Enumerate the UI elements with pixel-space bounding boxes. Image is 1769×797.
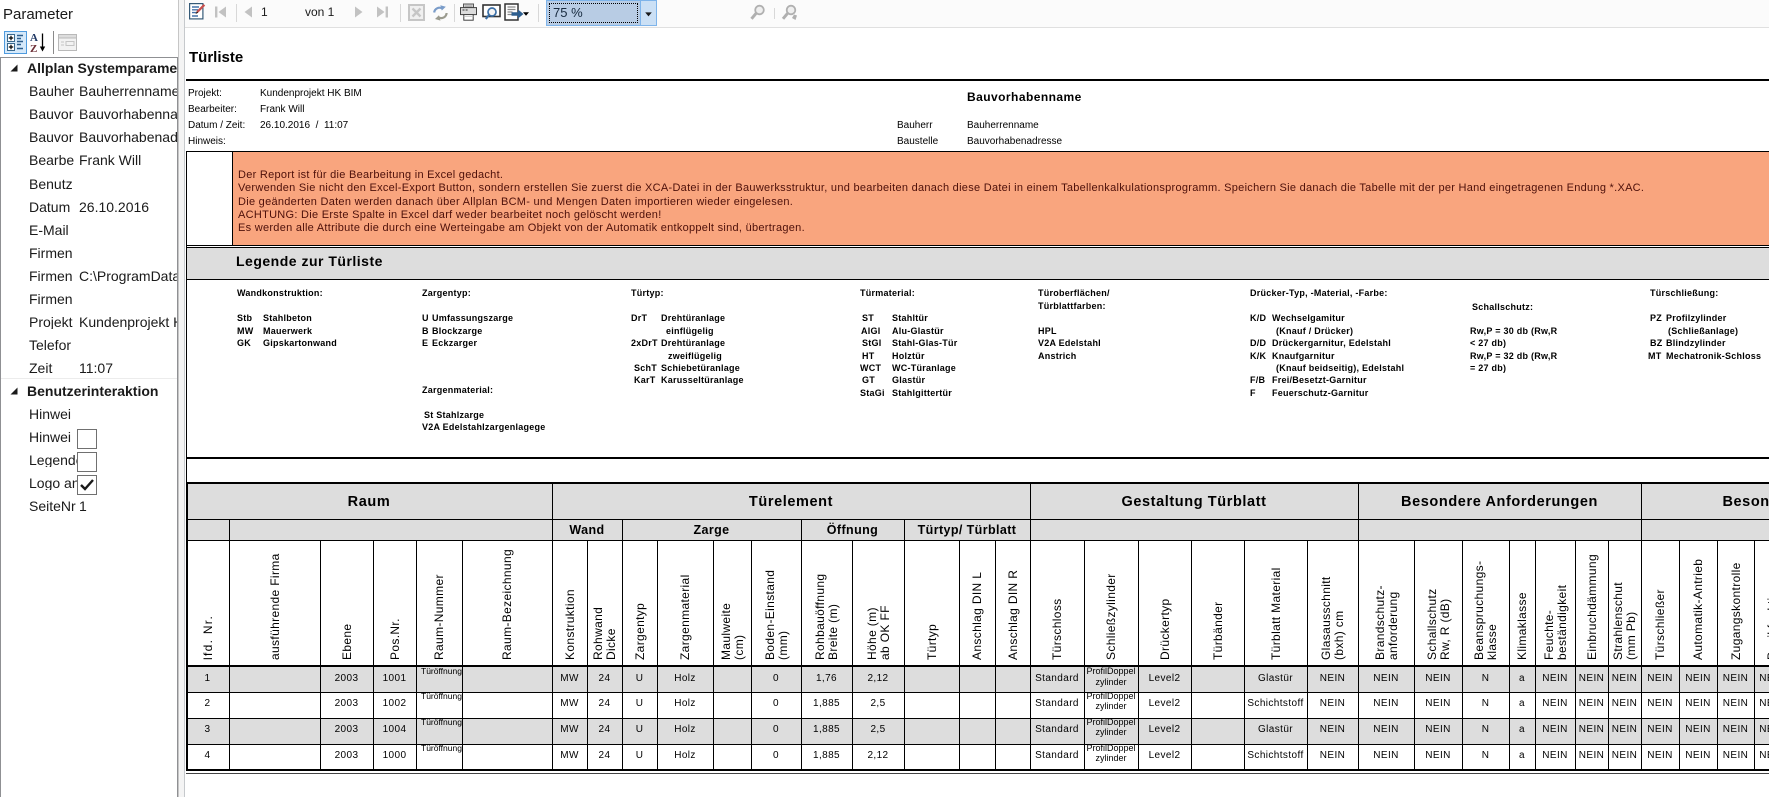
svg-text:Z: Z	[30, 43, 37, 54]
svg-text:A: A	[30, 32, 38, 44]
